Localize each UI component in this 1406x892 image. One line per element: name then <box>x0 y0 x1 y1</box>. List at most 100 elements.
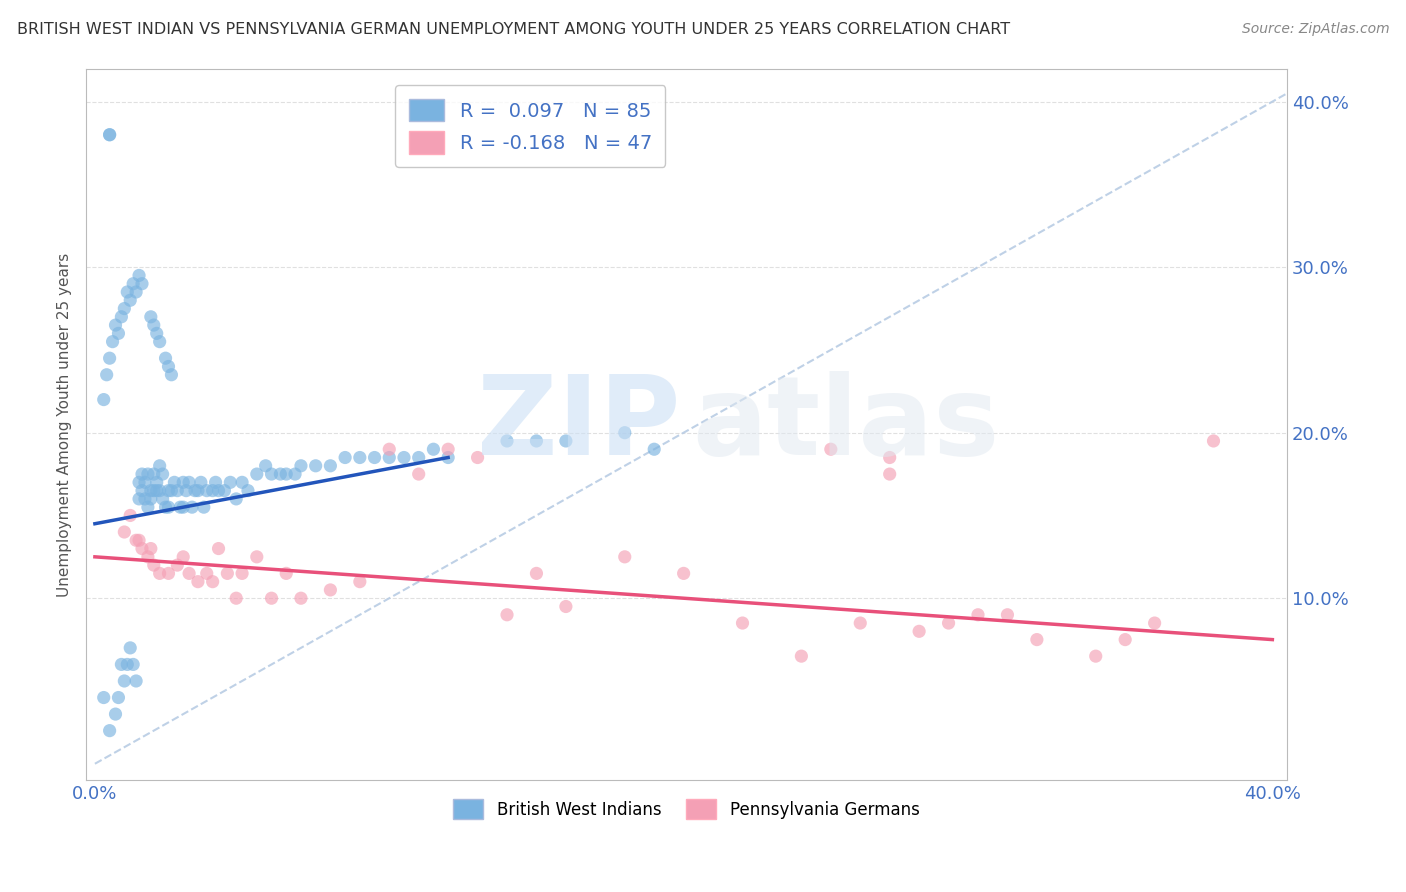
Point <box>101 334 124 349</box>
Point <box>190 475 212 490</box>
Point <box>526 434 548 448</box>
Point <box>908 624 931 639</box>
Point <box>110 310 132 324</box>
Point <box>849 615 872 630</box>
Point <box>160 368 183 382</box>
Point <box>1202 434 1225 448</box>
Point <box>155 500 177 515</box>
Point <box>207 541 229 556</box>
Point <box>128 268 150 283</box>
Point <box>1084 649 1107 664</box>
Point <box>134 491 156 506</box>
Point <box>246 549 269 564</box>
Point <box>172 500 194 515</box>
Point <box>98 723 121 738</box>
Point <box>131 541 153 556</box>
Point <box>96 368 118 382</box>
Point <box>269 467 291 481</box>
Point <box>139 541 162 556</box>
Point <box>122 657 145 672</box>
Point <box>187 574 209 589</box>
Point <box>163 475 186 490</box>
Point <box>467 450 489 465</box>
Point <box>184 483 207 498</box>
Point <box>260 467 283 481</box>
Point <box>172 549 194 564</box>
Point <box>122 277 145 291</box>
Point <box>231 475 253 490</box>
Point <box>104 707 127 722</box>
Point <box>131 467 153 481</box>
Point <box>181 500 204 515</box>
Point <box>201 574 224 589</box>
Point <box>672 566 695 581</box>
Point <box>134 475 156 490</box>
Point <box>131 277 153 291</box>
Point <box>149 566 172 581</box>
Point <box>107 690 129 705</box>
Point <box>169 500 191 515</box>
Point <box>496 607 519 622</box>
Point <box>157 500 180 515</box>
Point <box>120 293 142 308</box>
Point <box>254 458 277 473</box>
Point <box>195 566 218 581</box>
Point <box>157 359 180 374</box>
Text: ZIP: ZIP <box>477 371 681 478</box>
Point <box>125 285 148 299</box>
Point <box>174 483 197 498</box>
Point <box>152 491 174 506</box>
Point <box>120 508 142 523</box>
Point <box>195 483 218 498</box>
Point <box>142 558 165 573</box>
Point <box>290 591 312 606</box>
Point <box>112 673 135 688</box>
Point <box>319 582 342 597</box>
Point <box>236 483 259 498</box>
Point <box>93 392 115 407</box>
Point <box>112 301 135 316</box>
Point <box>526 566 548 581</box>
Point <box>276 467 298 481</box>
Text: atlas: atlas <box>693 371 1000 478</box>
Point <box>117 285 139 299</box>
Point <box>246 467 269 481</box>
Point <box>284 467 307 481</box>
Point <box>643 442 665 457</box>
Point <box>136 467 159 481</box>
Point <box>142 318 165 332</box>
Point <box>997 607 1019 622</box>
Point <box>378 442 401 457</box>
Point <box>149 458 172 473</box>
Point <box>219 475 242 490</box>
Point <box>225 591 247 606</box>
Point <box>128 533 150 548</box>
Point <box>938 615 960 630</box>
Point <box>363 450 385 465</box>
Point <box>731 615 754 630</box>
Point <box>93 690 115 705</box>
Point <box>177 566 200 581</box>
Point <box>145 483 167 498</box>
Point <box>142 483 165 498</box>
Point <box>117 657 139 672</box>
Point <box>276 566 298 581</box>
Point <box>554 434 576 448</box>
Point <box>207 483 229 498</box>
Point <box>193 500 215 515</box>
Point <box>217 566 239 581</box>
Point <box>613 549 636 564</box>
Point <box>214 483 236 498</box>
Point <box>166 558 188 573</box>
Point <box>157 483 180 498</box>
Point <box>152 467 174 481</box>
Point <box>149 483 172 498</box>
Point <box>177 475 200 490</box>
Point <box>408 467 430 481</box>
Point <box>204 475 226 490</box>
Point <box>157 566 180 581</box>
Point <box>225 491 247 506</box>
Point <box>290 458 312 473</box>
Point <box>422 442 444 457</box>
Point <box>554 599 576 614</box>
